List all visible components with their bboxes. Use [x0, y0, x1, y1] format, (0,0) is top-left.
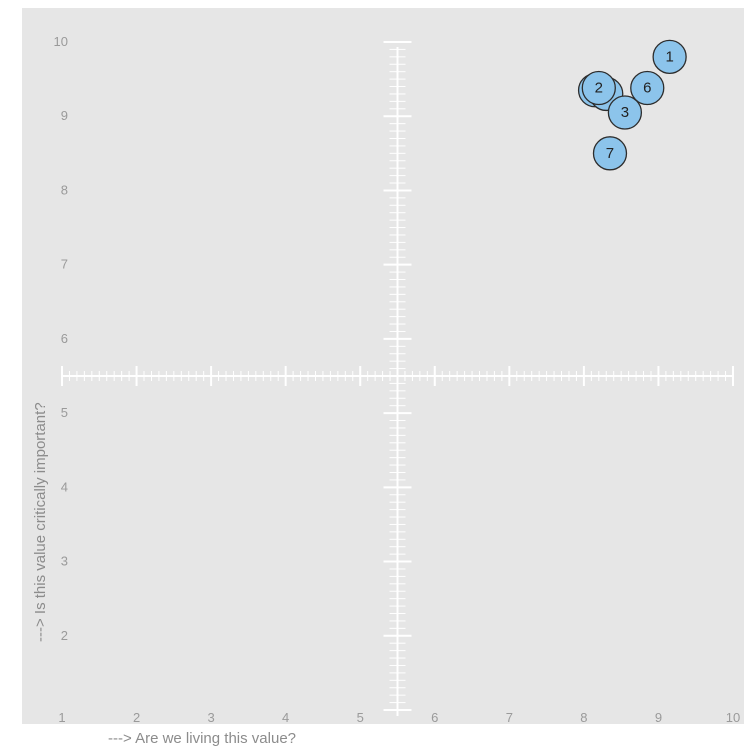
y-tick-label: 7 — [61, 257, 68, 272]
data-point: 3 — [607, 95, 643, 130]
y-tick-label: 4 — [61, 479, 68, 494]
y-tick-label: 3 — [61, 554, 68, 569]
x-tick-label: 10 — [726, 710, 740, 725]
data-point-marker — [630, 70, 665, 106]
y-tick-label: 9 — [61, 108, 68, 123]
x-tick-label: 2 — [133, 710, 140, 725]
y-tick-label: 2 — [61, 628, 68, 643]
data-point-label: 6 — [643, 80, 651, 97]
data-point-marker — [581, 70, 616, 106]
y-axis-title: ---> Is this value critically important? — [32, 402, 49, 642]
y-tick-label: 8 — [61, 182, 68, 197]
x-axis-title: ---> Are we living this value? — [108, 730, 296, 747]
data-point-marker — [592, 136, 628, 171]
data-point-label: 1 — [665, 48, 673, 65]
x-tick-label: 7 — [506, 710, 513, 725]
data-point-label: 3 — [621, 104, 629, 121]
x-axis-ticks: 1 2 3 4 5 6 7 8 9 10 — [58, 710, 740, 725]
y-tick-label: 10 — [54, 34, 68, 49]
y-tick-label: 6 — [61, 331, 68, 346]
data-point: 7 — [592, 136, 628, 171]
data-points: 1 2 63 7 — [577, 39, 687, 171]
data-point: 6 — [630, 70, 665, 106]
x-tick-label: 6 — [431, 710, 438, 725]
data-point-label: 7 — [606, 145, 614, 162]
x-tick-label: 3 — [207, 710, 214, 725]
x-tick-label: 1 — [58, 710, 65, 725]
x-tick-label: 8 — [580, 710, 587, 725]
data-point: 2 — [581, 70, 616, 106]
data-point-label: 2 — [595, 80, 603, 97]
data-point-marker — [652, 39, 687, 74]
x-tick-label: 5 — [357, 710, 364, 725]
x-tick-label: 9 — [655, 710, 662, 725]
data-point: 1 — [652, 39, 687, 74]
x-tick-label: 4 — [282, 710, 289, 725]
data-point-marker — [607, 95, 643, 130]
y-axis-ticks: 2 3 4 5 6 7 8 9 10 — [54, 34, 68, 643]
y-tick-label: 5 — [61, 405, 68, 420]
crosshair — [61, 41, 734, 716]
